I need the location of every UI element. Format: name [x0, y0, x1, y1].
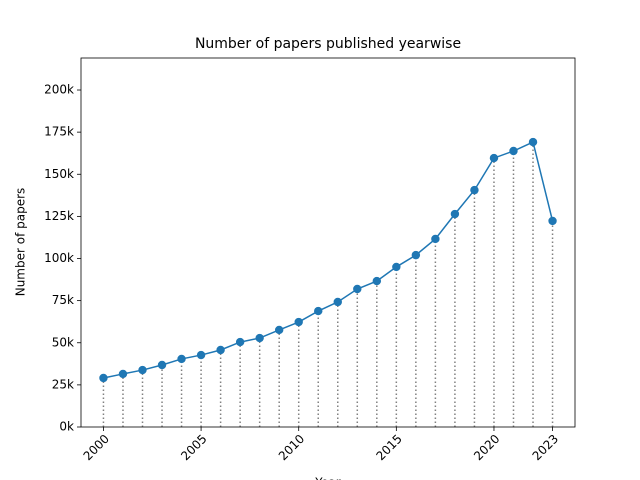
point — [177, 354, 186, 364]
point — [470, 185, 479, 195]
point — [528, 137, 538, 147]
x-axis-label: Year — [314, 476, 340, 480]
y-tick-label: 0k — [59, 420, 74, 434]
point — [196, 350, 206, 360]
y-tick-label: 75k — [52, 293, 74, 307]
point — [548, 216, 557, 226]
point — [235, 337, 245, 347]
point — [333, 297, 342, 307]
point — [450, 209, 460, 219]
point — [99, 373, 108, 383]
point — [294, 317, 303, 327]
point — [157, 360, 167, 370]
y-tick-label: 125k — [44, 209, 74, 223]
point — [216, 345, 225, 355]
plot-frame — [80, 57, 576, 428]
y-tick-label: 200k — [44, 83, 74, 97]
point — [118, 369, 128, 379]
point — [509, 146, 518, 156]
point — [489, 153, 499, 163]
point — [431, 234, 440, 244]
chart-title: Number of papers published yearwise — [195, 36, 461, 52]
y-tick-label: 175k — [44, 125, 74, 139]
point — [353, 284, 362, 294]
point — [372, 276, 382, 286]
y-tick-label: 150k — [44, 167, 74, 181]
y-tick-label: 100k — [44, 251, 74, 265]
point — [314, 306, 323, 316]
y-tick-label: 25k — [52, 377, 74, 391]
point — [411, 250, 421, 260]
point — [392, 262, 401, 272]
point — [274, 325, 284, 335]
y-tick-label: 50k — [52, 335, 74, 349]
point — [255, 333, 264, 343]
y-axis-label: Number of papers — [14, 188, 28, 297]
point — [138, 365, 147, 375]
